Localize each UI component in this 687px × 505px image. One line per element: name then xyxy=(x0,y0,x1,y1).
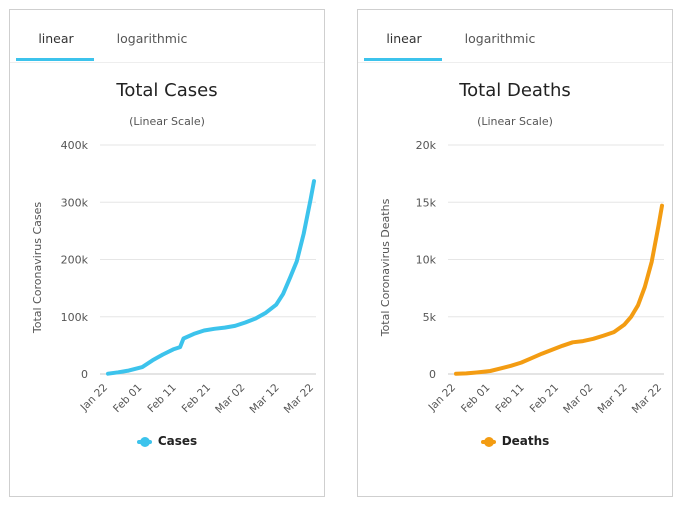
x-tick-label: Mar 22 xyxy=(282,382,316,416)
chart-title: Total Deaths xyxy=(459,80,571,101)
legend-deaths[interactable]: Deaths xyxy=(358,434,672,448)
x-tick-label: Jan 22 xyxy=(78,382,110,414)
x-tick-label: Feb 21 xyxy=(180,382,213,415)
x-tick-label: Mar 22 xyxy=(630,382,664,416)
legend-cases[interactable]: Cases xyxy=(10,434,324,448)
tab-logarithmic[interactable]: logarithmic xyxy=(116,31,188,46)
x-tick-label: Mar 02 xyxy=(213,382,247,416)
y-tick-label: 20k xyxy=(416,139,437,152)
x-tick-label: Feb 21 xyxy=(528,382,561,415)
y-tick-label: 5k xyxy=(423,311,437,324)
chart-subtitle: (Linear Scale) xyxy=(129,115,205,128)
deaths-panel: linear logarithmic Total Deaths (Linear … xyxy=(357,9,673,497)
active-tab-indicator xyxy=(16,58,94,61)
x-tick-label: Feb 01 xyxy=(459,382,492,415)
y-tick-label: 0 xyxy=(429,368,436,381)
legend-cases-marker xyxy=(136,436,152,447)
tab-linear[interactable]: linear xyxy=(386,31,422,46)
chart-title: Total Cases xyxy=(116,80,218,101)
legend-deaths-label: Deaths xyxy=(501,434,550,448)
series-line-deaths[interactable] xyxy=(454,203,664,376)
tab-linear[interactable]: linear xyxy=(38,31,74,46)
x-tick-label: Feb 11 xyxy=(493,382,526,415)
cases-panel: linear logarithmic Total Cases (Linear S… xyxy=(9,9,325,497)
y-tick-label: 100k xyxy=(61,311,89,324)
x-tick-label: Feb 11 xyxy=(145,382,178,415)
cases-line-chart: 0 100k 200k 300k 400k Jan 22 Feb 01 Feb 11 Feb 2… xyxy=(31,139,316,416)
active-tab-indicator xyxy=(364,58,442,61)
y-tick-label: 400k xyxy=(61,139,89,152)
tab-logarithmic[interactable]: logarithmic xyxy=(464,31,536,46)
x-tick-label: Feb 01 xyxy=(111,382,144,415)
y-tick-label: 200k xyxy=(61,254,89,267)
x-tick-label: Mar 02 xyxy=(561,382,595,416)
x-tick-label: Mar 12 xyxy=(247,382,281,416)
y-tick-label: 10k xyxy=(416,254,437,267)
legend-deaths-marker xyxy=(480,436,496,447)
series-line-cases[interactable] xyxy=(106,179,316,376)
cases-tab-bar: linear logarithmic xyxy=(10,10,324,63)
x-tick-label: Mar 12 xyxy=(595,382,629,416)
chart-subtitle: (Linear Scale) xyxy=(477,115,553,128)
y-tick-label: 15k xyxy=(416,196,437,209)
y-tick-label: 300k xyxy=(61,196,89,209)
legend-cases-label: Cases xyxy=(157,434,198,448)
x-tick-label: Jan 22 xyxy=(426,382,458,414)
y-tick-label: 0 xyxy=(81,368,88,381)
y-axis-title: Total Coronavirus Cases xyxy=(31,202,44,335)
y-axis-title: Total Coronavirus Deaths xyxy=(379,198,392,337)
deaths-tab-bar: linear logarithmic xyxy=(358,10,672,63)
